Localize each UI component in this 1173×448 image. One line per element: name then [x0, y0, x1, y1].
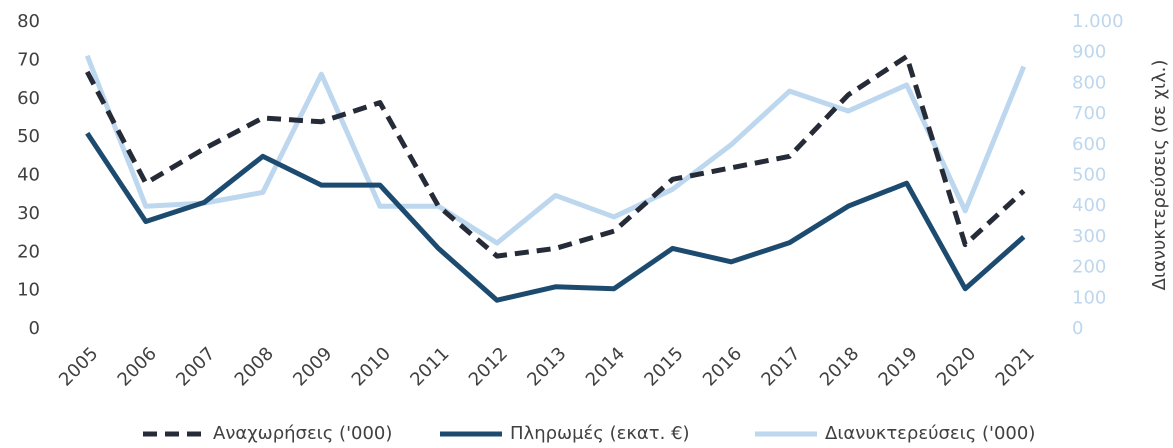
x-tick-label: 2007 [172, 343, 219, 390]
y2-tick-label: 300 [1072, 226, 1106, 247]
y2-tick-label: 700 [1072, 103, 1106, 124]
y-tick-label: 20 [17, 241, 40, 262]
y-tick-label: 50 [17, 126, 40, 147]
x-tick-label: 2014 [582, 343, 629, 390]
y2-tick-label: 800 [1072, 72, 1106, 93]
y2-axis-title: Διανυκτερεύσεις (σε χιλ.) [1149, 60, 1170, 291]
series-line [84, 54, 1027, 246]
x-tick-label: 2018 [816, 343, 863, 390]
x-tick-label: 2020 [933, 343, 980, 390]
x-tick-label: 2015 [640, 343, 687, 390]
y2-tick-label: 500 [1072, 165, 1106, 186]
series-line [85, 54, 1026, 259]
x-tick-label: 2008 [231, 343, 278, 390]
y2-tick-label: 400 [1072, 195, 1106, 216]
x-tick-label: 2012 [465, 343, 512, 390]
y-tick-label: 10 [17, 280, 40, 301]
x-tick-label: 2010 [348, 343, 395, 390]
y2-tick-label: 900 [1072, 42, 1106, 63]
y2-tick-label: 600 [1072, 134, 1106, 155]
x-tick-label: 2013 [523, 343, 570, 390]
legend-label: Πληρωμές (εκατ. €) [510, 423, 690, 444]
x-tick-label: 2011 [406, 343, 453, 390]
y2-tick-label: 200 [1072, 257, 1106, 278]
y-tick-label: 70 [17, 49, 40, 70]
x-tick-label: 2019 [875, 343, 922, 390]
y-tick-label: 40 [17, 165, 40, 186]
y-tick-label: 0 [29, 318, 40, 339]
legend-label: Αναχωρήσεις ('000) [213, 423, 392, 444]
series-line [85, 131, 1026, 303]
y-tick-label: 80 [17, 11, 40, 32]
x-tick-label: 2017 [757, 343, 804, 390]
legend-label: Διανυκτερεύσεις ('000) [825, 423, 1035, 444]
y2-tick-label: 1.000 [1072, 11, 1124, 32]
x-tick-label: 2005 [55, 343, 102, 390]
x-tick-label: 2021 [992, 343, 1039, 390]
x-tick-label: 2006 [114, 343, 161, 390]
y2-tick-label: 100 [1072, 287, 1106, 308]
y-tick-label: 30 [17, 203, 40, 224]
x-tick-label: 2009 [289, 343, 336, 390]
x-tick-label: 2016 [699, 343, 746, 390]
y-tick-label: 60 [17, 88, 40, 109]
y2-tick-label: 0 [1072, 318, 1083, 339]
